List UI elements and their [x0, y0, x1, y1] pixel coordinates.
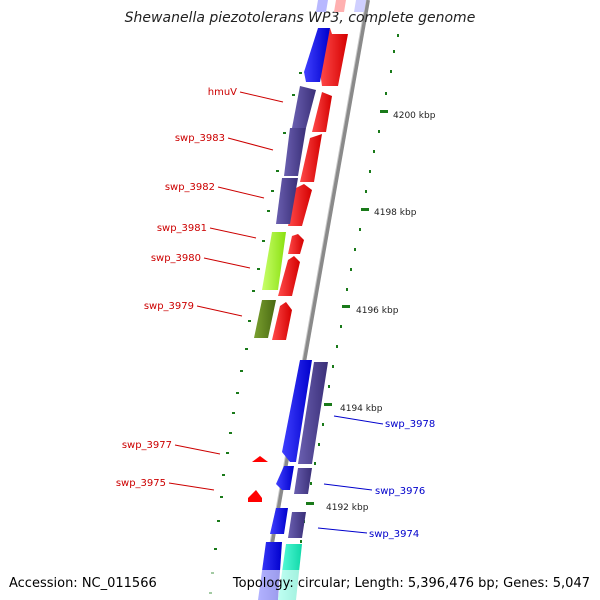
gene-feature [300, 134, 322, 182]
forward-strand-genes [248, 28, 348, 502]
outer-tick-dots [300, 34, 399, 543]
gene-feature [272, 302, 292, 340]
gene-feature [292, 86, 316, 128]
left-gene-labels: hmuV swp_3983 swp_3982 swp_3981 swp_3980… [116, 87, 284, 491]
right-gene-labels: swp_3978 swp_3976 swp_3974 [317, 415, 435, 540]
gene-feature [312, 92, 332, 132]
gene-label: hmuV [208, 87, 237, 98]
gene-label: swp_3980 [151, 253, 201, 264]
ruler-labels: 4200 kbp 4198 kbp 4196 kbp 4194 kbp 4192… [326, 111, 436, 513]
gene-feature [282, 360, 312, 462]
gene-label: swp_3978 [385, 419, 435, 430]
gene-feature [276, 178, 298, 224]
gene-label: swp_3982 [165, 182, 215, 193]
gene-feature [294, 468, 312, 494]
ruler-label: 4192 kbp [326, 503, 369, 513]
ruler-label: 4200 kbp [393, 111, 436, 121]
gene-feature [278, 256, 300, 296]
gene-feature [288, 512, 306, 538]
gene-label: swp_3974 [369, 529, 419, 540]
gene-label: swp_3983 [175, 133, 225, 144]
gene-label: swp_3976 [375, 486, 425, 497]
gene-feature [288, 234, 304, 254]
gene-label: swp_3975 [116, 478, 166, 489]
gene-label: swp_3979 [144, 301, 194, 312]
gene-feature [262, 232, 286, 290]
gene-feature [248, 490, 262, 502]
map-title: Shewanella piezotolerans WP3, complete g… [125, 10, 476, 26]
gene-feature [298, 362, 328, 464]
ruler-label: 4194 kbp [340, 404, 383, 414]
ruler-major-ticks [306, 110, 388, 505]
gene-feature [252, 456, 268, 462]
accession-text: Accession: NC_011566 [9, 576, 157, 591]
genome-backbone [260, 0, 370, 600]
ruler-label: 4198 kbp [374, 208, 417, 218]
gene-label: swp_3981 [157, 223, 207, 234]
gene-feature [270, 508, 288, 534]
gene-feature [304, 28, 330, 82]
gene-feature [284, 128, 306, 176]
topology-text: Topology: circular; Length: 5,396,476 bp… [232, 576, 590, 591]
gene-feature [288, 184, 312, 226]
gene-feature [254, 300, 276, 338]
gene-feature [276, 466, 294, 490]
inner-guide-dots [209, 72, 302, 594]
gene-label: swp_3977 [122, 440, 172, 451]
top-faded-features [316, 0, 366, 12]
ruler-label: 4196 kbp [356, 306, 399, 316]
